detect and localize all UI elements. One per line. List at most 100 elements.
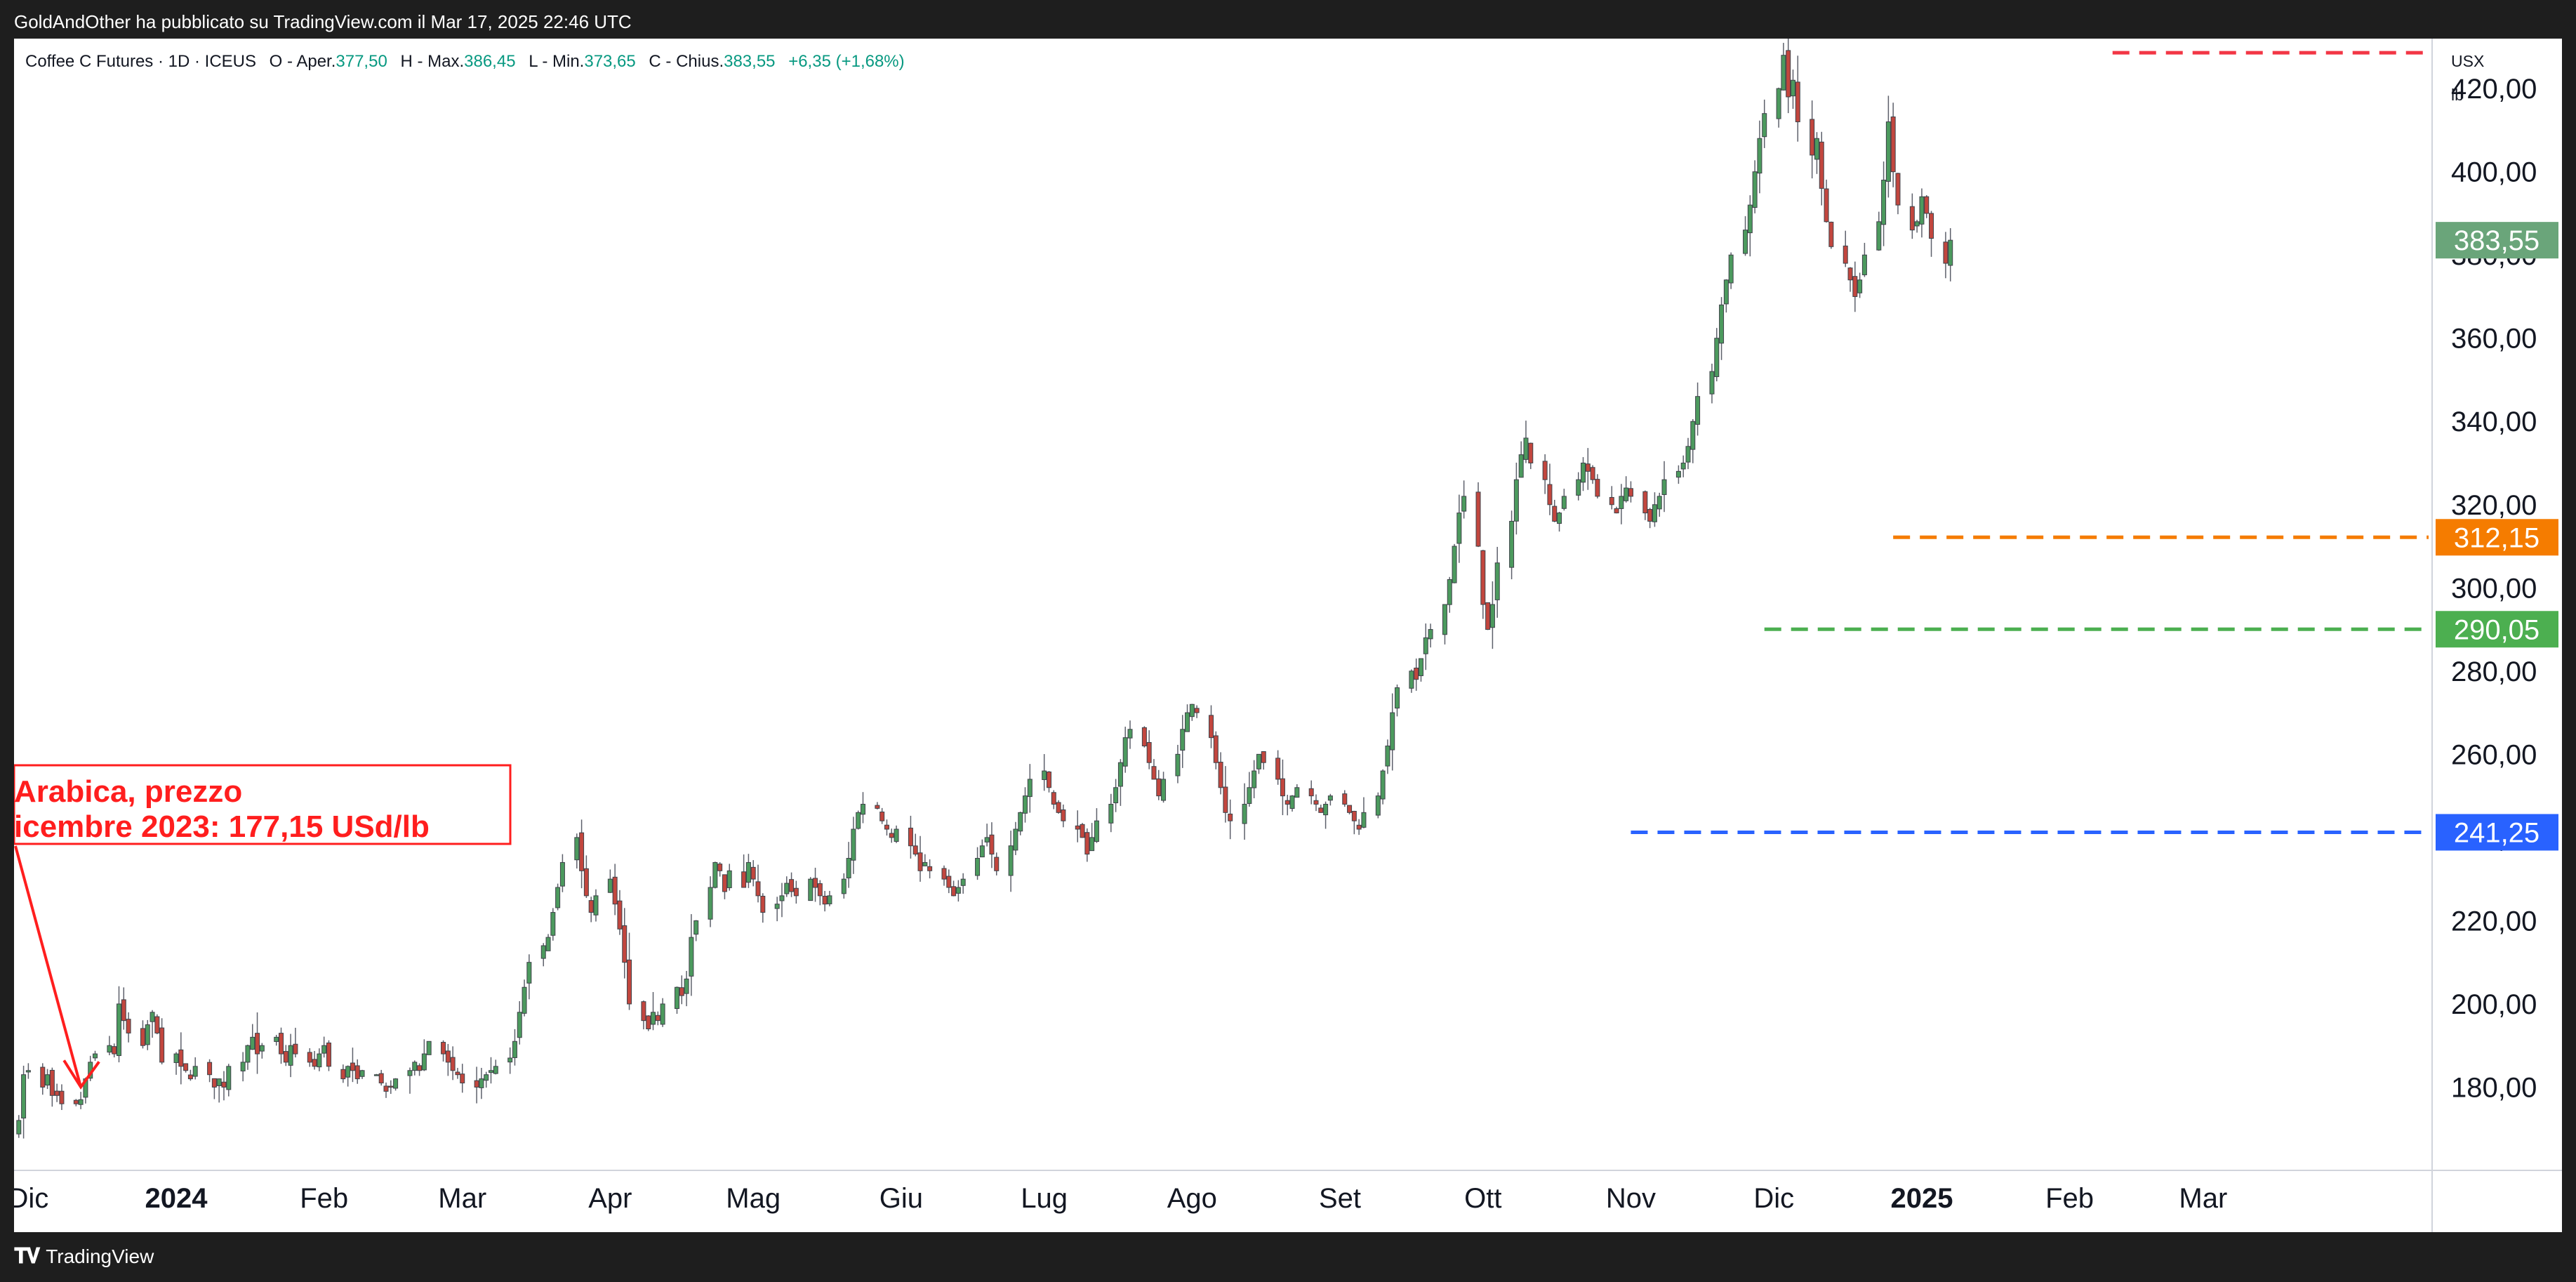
candle bbox=[1657, 492, 1662, 517]
candle-body bbox=[1824, 188, 1829, 223]
candle bbox=[1280, 759, 1285, 816]
candle-body bbox=[45, 1074, 51, 1086]
candle-body bbox=[1619, 496, 1624, 509]
candle-body bbox=[1752, 171, 1758, 208]
candle bbox=[345, 1065, 351, 1087]
candle-body bbox=[1494, 562, 1500, 600]
annotation-arrowhead bbox=[62, 1059, 100, 1090]
candle-body bbox=[1557, 513, 1562, 524]
candlestick-chart[interactable]: Coffee C Futures · 1D · ICEUS O - Aper.3… bbox=[14, 39, 2562, 1232]
annotation-text: Arabica, prezzo bbox=[14, 774, 242, 809]
chart-panel[interactable]: Coffee C Futures · 1D · ICEUS O - Aper.3… bbox=[14, 39, 2562, 1232]
x-tick-label: Dic bbox=[14, 1183, 48, 1214]
candle bbox=[1814, 132, 1819, 174]
candle bbox=[717, 862, 723, 877]
candle bbox=[25, 1063, 31, 1079]
time-axis[interactable]: Dic 2024 Feb Mar Apr Mag Giu Lug Ago Set Ott Nov Dic… bbox=[14, 1183, 2227, 1214]
candle-body bbox=[1247, 787, 1252, 804]
candle-body bbox=[1561, 496, 1567, 509]
candle bbox=[121, 987, 126, 1030]
candle-body bbox=[283, 1051, 288, 1063]
candle-body bbox=[1652, 504, 1657, 522]
candle bbox=[1361, 797, 1367, 828]
candle-body bbox=[16, 1120, 22, 1135]
candle bbox=[93, 1050, 98, 1061]
tradingview-logo-icon[interactable]: 𝐓𝐕 bbox=[14, 1245, 40, 1268]
candle bbox=[1313, 794, 1319, 812]
candle bbox=[421, 1039, 427, 1071]
candle bbox=[1218, 752, 1223, 795]
candle bbox=[488, 1057, 493, 1084]
x-tick-label: Set bbox=[1319, 1183, 1361, 1214]
candle-body bbox=[994, 857, 1000, 871]
candle-body bbox=[107, 1045, 112, 1053]
candle-body bbox=[1117, 762, 1123, 787]
candle-body bbox=[1327, 795, 1333, 801]
candle bbox=[1890, 103, 1896, 187]
candle bbox=[760, 893, 766, 923]
candle-body bbox=[255, 1033, 260, 1055]
candle-body bbox=[1313, 800, 1319, 805]
candle bbox=[574, 833, 580, 869]
candle-body bbox=[1209, 715, 1214, 739]
footer-brand: TradingView bbox=[46, 1245, 154, 1267]
candle bbox=[1619, 484, 1624, 524]
candle bbox=[1027, 764, 1033, 813]
candle bbox=[979, 839, 985, 858]
candle-body bbox=[1890, 116, 1896, 173]
candle-body bbox=[1023, 795, 1028, 814]
candle-body bbox=[484, 1074, 489, 1081]
candle bbox=[1561, 489, 1567, 511]
candle bbox=[1156, 769, 1162, 800]
candle bbox=[689, 914, 694, 996]
candle bbox=[817, 880, 823, 906]
candle-body bbox=[846, 858, 851, 878]
candle-body bbox=[1061, 809, 1066, 821]
candle-body bbox=[25, 1070, 31, 1073]
candle-body bbox=[183, 1063, 189, 1071]
candle-body bbox=[779, 895, 785, 901]
candle-body bbox=[1790, 79, 1795, 97]
candle bbox=[1275, 750, 1281, 785]
candle bbox=[684, 970, 689, 1007]
candle-body bbox=[512, 1040, 517, 1058]
candle-body bbox=[1714, 338, 1720, 378]
candle-body bbox=[813, 878, 818, 888]
candle-body bbox=[1828, 221, 1834, 247]
candle bbox=[846, 842, 851, 888]
candle-body bbox=[354, 1065, 360, 1080]
candle bbox=[1327, 793, 1333, 806]
candle bbox=[1752, 160, 1758, 213]
candle bbox=[1261, 751, 1266, 770]
x-tick-label: 2024 bbox=[145, 1183, 208, 1214]
candle bbox=[674, 986, 679, 1014]
candle bbox=[1581, 457, 1586, 491]
candle-body bbox=[894, 828, 899, 842]
candle bbox=[21, 1065, 27, 1139]
candle-body bbox=[574, 837, 580, 861]
candle bbox=[722, 874, 727, 899]
candle-body bbox=[1342, 793, 1348, 805]
candle-body bbox=[745, 861, 751, 883]
candle bbox=[894, 825, 899, 843]
candle-body bbox=[1885, 121, 1891, 182]
candle-body bbox=[1585, 463, 1591, 472]
candle-body bbox=[1929, 213, 1934, 239]
candle-body bbox=[1861, 254, 1867, 275]
candle bbox=[607, 869, 613, 894]
candle-body bbox=[1647, 509, 1653, 522]
candle-body bbox=[412, 1062, 418, 1071]
candle bbox=[393, 1078, 399, 1091]
candle-body bbox=[173, 1053, 179, 1064]
candle-body bbox=[112, 1046, 117, 1055]
candle bbox=[1175, 744, 1181, 784]
candle-body bbox=[1056, 802, 1061, 813]
x-tick-label: Ott bbox=[1464, 1183, 1501, 1214]
candle-body bbox=[383, 1085, 389, 1092]
candle-body bbox=[722, 874, 727, 892]
candle bbox=[1857, 272, 1863, 298]
candle bbox=[1576, 472, 1581, 501]
candle bbox=[1056, 800, 1061, 814]
candle-body bbox=[1284, 800, 1290, 805]
